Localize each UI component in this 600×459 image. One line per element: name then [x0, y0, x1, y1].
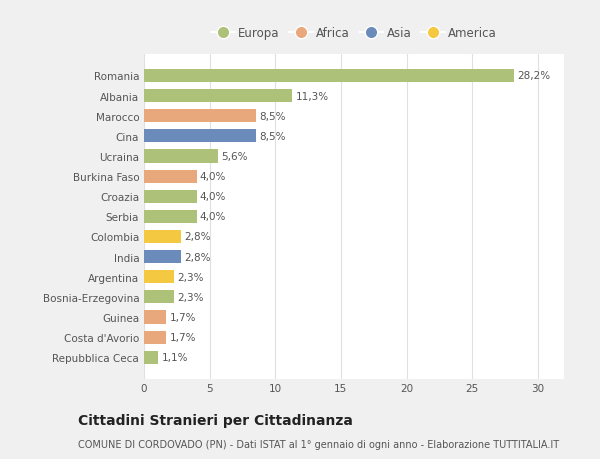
Text: 4,0%: 4,0%: [200, 172, 226, 182]
Bar: [144, 130, 256, 143]
Bar: [144, 291, 174, 304]
Text: 5,6%: 5,6%: [221, 151, 247, 162]
Text: 2,8%: 2,8%: [184, 232, 211, 242]
Text: 2,8%: 2,8%: [184, 252, 211, 262]
Text: 1,7%: 1,7%: [170, 312, 196, 322]
Text: Cittadini Stranieri per Cittadinanza: Cittadini Stranieri per Cittadinanza: [78, 414, 353, 428]
Text: 1,1%: 1,1%: [162, 353, 188, 363]
Bar: [144, 271, 174, 284]
Bar: [144, 150, 218, 163]
Text: 1,7%: 1,7%: [170, 332, 196, 342]
Text: 2,3%: 2,3%: [178, 272, 204, 282]
Bar: [144, 331, 166, 344]
Text: 2,3%: 2,3%: [178, 292, 204, 302]
Bar: [144, 110, 256, 123]
Bar: [144, 190, 197, 203]
Bar: [144, 90, 292, 103]
Text: 8,5%: 8,5%: [259, 112, 286, 122]
Text: COMUNE DI CORDOVADO (PN) - Dati ISTAT al 1° gennaio di ogni anno - Elaborazione : COMUNE DI CORDOVADO (PN) - Dati ISTAT al…: [78, 440, 559, 449]
Bar: [144, 251, 181, 263]
Bar: [144, 70, 514, 83]
Bar: [144, 351, 158, 364]
Text: 4,0%: 4,0%: [200, 192, 226, 202]
Legend: Europa, Africa, Asia, America: Europa, Africa, Asia, America: [206, 22, 502, 45]
Text: 28,2%: 28,2%: [517, 71, 551, 81]
Bar: [144, 170, 197, 183]
Text: 8,5%: 8,5%: [259, 132, 286, 141]
Text: 11,3%: 11,3%: [296, 91, 329, 101]
Bar: [144, 230, 181, 243]
Text: 4,0%: 4,0%: [200, 212, 226, 222]
Bar: [144, 210, 197, 224]
Bar: [144, 311, 166, 324]
